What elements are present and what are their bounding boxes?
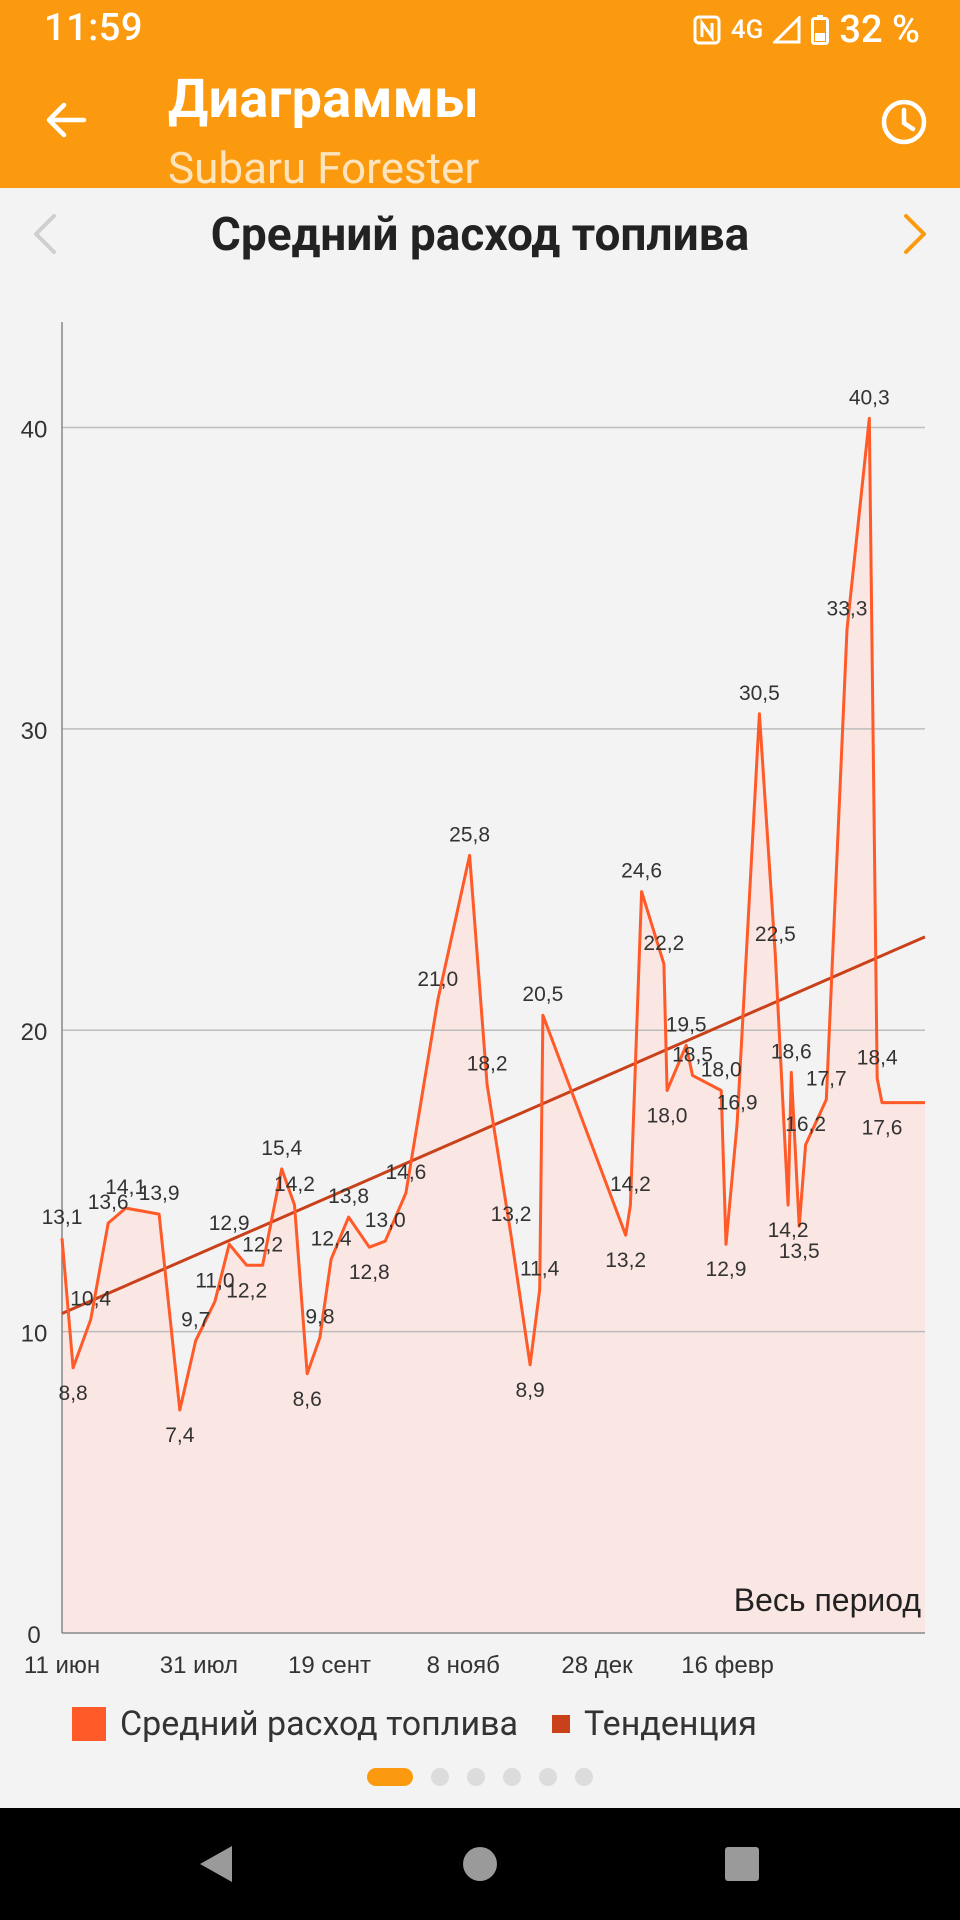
system-nav-bar — [0, 1808, 960, 1920]
data-label: 18,5 — [672, 1043, 713, 1066]
data-label: 18,4 — [857, 1046, 898, 1069]
page-dot-active[interactable] — [367, 1768, 413, 1786]
chart-header: Средний расход топлива — [0, 188, 960, 278]
data-label: 12,4 — [311, 1227, 352, 1250]
data-label: 19,5 — [666, 1013, 707, 1036]
data-label: 13,0 — [365, 1209, 406, 1232]
data-label: 18,0 — [647, 1105, 688, 1128]
data-label: 18,6 — [771, 1040, 812, 1063]
data-label: 14,6 — [385, 1161, 426, 1184]
data-label: 20,5 — [522, 983, 563, 1006]
data-label: 18,2 — [467, 1052, 508, 1075]
data-label: 40,3 — [849, 386, 890, 409]
page-dot[interactable] — [431, 1768, 449, 1786]
data-label: 13,8 — [328, 1185, 369, 1208]
data-label: 33,3 — [827, 597, 868, 620]
data-label: 25,8 — [449, 823, 490, 846]
data-label: 16,9 — [717, 1092, 758, 1115]
legend-label-series: Средний расход топлива — [120, 1704, 519, 1744]
data-label: 12,8 — [349, 1261, 390, 1284]
data-label: 8,9 — [516, 1379, 545, 1402]
data-label: 10,4 — [70, 1288, 111, 1311]
chevron-right-icon[interactable] — [900, 212, 930, 256]
battery-icon — [811, 15, 830, 45]
data-label: 18,0 — [701, 1059, 742, 1082]
data-label: 14,2 — [610, 1173, 651, 1196]
data-label: 13,5 — [779, 1240, 820, 1263]
data-label: 9,7 — [181, 1309, 210, 1332]
data-label: 12,9 — [706, 1258, 747, 1281]
legend-swatch-trend — [552, 1715, 571, 1733]
data-label: 11,0 — [195, 1269, 234, 1292]
status-bar: 11:59 4G 32 % — [0, 0, 960, 62]
y-tick-label: 0 — [27, 1622, 40, 1649]
network-type: 4G — [730, 15, 764, 45]
page-indicator — [0, 1768, 960, 1786]
data-label: 13,6 — [88, 1191, 129, 1214]
data-label: 16,2 — [785, 1113, 826, 1136]
status-icons: 4G 32 % — [693, 8, 920, 52]
data-label: 17,6 — [862, 1117, 903, 1140]
y-tick-label: 20 — [21, 1019, 48, 1046]
chart-legend: Средний расход топлива Тенденция — [72, 1704, 757, 1744]
data-label: 12,9 — [209, 1212, 250, 1235]
page-title: Диаграммы — [168, 68, 480, 131]
data-label: 22,2 — [643, 932, 684, 955]
history-clock-icon[interactable] — [878, 96, 930, 148]
legend-label-trend: Тенденция — [584, 1704, 757, 1744]
legend-swatch-series — [72, 1707, 106, 1741]
page-dot[interactable] — [539, 1768, 557, 1786]
status-time: 11:59 — [44, 6, 143, 50]
x-tick-label: 19 сент — [288, 1652, 371, 1679]
data-label: 13,1 — [42, 1206, 83, 1229]
chart-title: Средний расход топлива — [210, 208, 750, 262]
data-label: 24,6 — [621, 860, 662, 883]
data-label: 14,1 — [105, 1176, 146, 1199]
page-dot[interactable] — [575, 1768, 593, 1786]
chevron-left-icon[interactable] — [30, 212, 60, 256]
x-tick-label: 28 дек — [561, 1652, 633, 1679]
data-label: 17,7 — [806, 1068, 847, 1091]
page-subtitle: Subaru Forester — [168, 142, 480, 194]
data-label: 14,2 — [274, 1173, 315, 1196]
x-tick-label: 16 февр — [681, 1652, 774, 1679]
data-label: 13,2 — [605, 1249, 646, 1272]
series-line — [60, 416, 925, 1412]
data-label: 22,5 — [755, 923, 796, 946]
data-label: 30,5 — [739, 682, 780, 705]
data-label: 13,2 — [491, 1203, 532, 1226]
y-tick-label: 30 — [21, 718, 48, 745]
data-label: 12,2 — [242, 1233, 283, 1256]
app-bar: Диаграммы Subaru Forester — [0, 62, 960, 194]
data-label: 21,0 — [417, 968, 458, 991]
battery-level: 32 % — [839, 8, 920, 52]
nav-home-icon[interactable] — [458, 1842, 502, 1886]
y-tick-label: 40 — [21, 416, 48, 443]
data-label: 8,6 — [293, 1388, 322, 1411]
y-tick-label: 10 — [21, 1321, 48, 1348]
data-label: 11,4 — [520, 1257, 560, 1280]
data-label: 13,9 — [139, 1182, 180, 1205]
period-label: Весь период — [734, 1582, 922, 1618]
data-label: 7,4 — [165, 1424, 195, 1447]
back-arrow-icon[interactable] — [44, 98, 88, 142]
data-label: 8,8 — [59, 1382, 88, 1405]
data-label: 9,8 — [305, 1306, 334, 1329]
nfc-icon — [693, 15, 721, 45]
fuel-consumption-chart: 0 10 20 30 40 11 июн 31 июл 19 сент 8 нояб 28 дек… — [21, 322, 926, 1679]
series-area-fill — [62, 418, 925, 1633]
x-tick-label: 31 июл — [160, 1652, 238, 1679]
data-label: 15,4 — [261, 1137, 302, 1160]
x-tick-label: 8 нояб — [427, 1652, 500, 1679]
nav-back-icon[interactable] — [194, 1842, 238, 1886]
page-dot[interactable] — [467, 1768, 485, 1786]
x-tick-label: 11 июн — [24, 1652, 100, 1679]
data-label: 14,2 — [768, 1219, 809, 1242]
data-label: 12,2 — [226, 1279, 267, 1302]
nav-recents-icon[interactable] — [720, 1842, 764, 1886]
page-dot[interactable] — [503, 1768, 521, 1786]
signal-icon — [773, 16, 801, 44]
